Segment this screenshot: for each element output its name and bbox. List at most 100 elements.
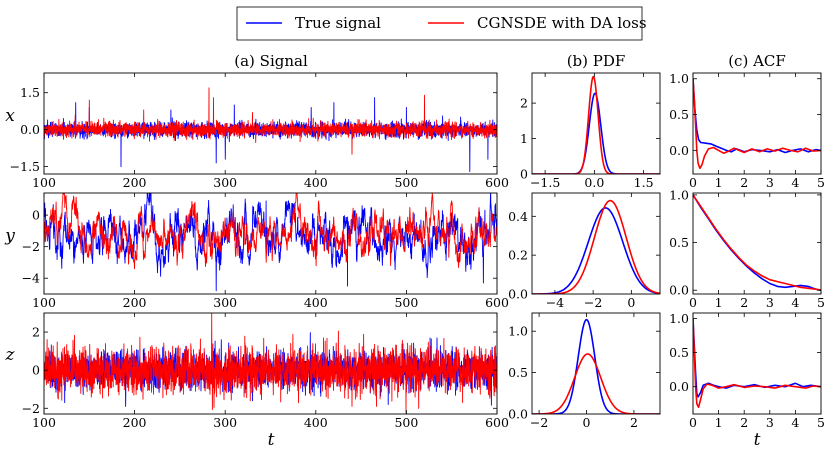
plot-area-acf-x [693,78,821,170]
xtick-label-acf-y: 0 [689,295,697,310]
xtick-label-signal-y: 600 [485,295,509,310]
xtick-label-acf-x: 1 [715,175,723,190]
ytick-label-acf-y: 0.0 [669,283,689,298]
xtick-label-pdf-y: 0 [627,295,635,310]
ytick-label-pdf-z: 0.0 [508,407,528,422]
ytick-label-pdf-y: 0.2 [508,248,528,263]
ytick-label-acf-z: 0.5 [669,345,689,360]
panel-signal-y: 100 200 300 400 500 600 −4 −2 0 [22,192,509,310]
axes-frame-signal-y [43,192,498,295]
plot-area-acf-y [693,194,821,291]
ytick-label-acf-x: 1.0 [669,71,689,86]
ytick-label-acf-x: 0.5 [669,107,689,122]
xtick-label-signal-y: 300 [213,295,237,310]
ytick-label-signal-z: 2 [32,325,40,340]
xtick-label-pdf-z: 2 [630,415,638,430]
xtick-label-pdf-z: 0 [583,415,591,430]
ytick-label-pdf-x: 0 [520,167,528,182]
xtick-label-signal-x: 100 [32,175,56,190]
column-title-acf: (c) ACF [728,52,786,70]
xtick-label-pdf-x: −1.5 [530,175,560,190]
xtick-label-acf-z: 4 [791,415,799,430]
xtick-label-signal-x: 300 [213,175,237,190]
series-line-acf-x-true-signal [693,78,821,154]
ytick-label-acf-y: 1.0 [669,187,689,202]
xtick-label-acf-y: 3 [766,295,774,310]
xtick-label-signal-z: 200 [123,415,147,430]
ytick-label-pdf-x: 2 [520,96,528,111]
ytick-label-signal-x: −1.5 [10,159,40,174]
axes-frame-acf-z [692,312,822,415]
xtick-label-signal-z: 400 [304,415,328,430]
xtick-label-signal-x: 400 [304,175,328,190]
xtick-label-acf-x: 4 [791,175,799,190]
plot-area-acf-z [693,318,821,408]
xtick-label-signal-y: 500 [394,295,418,310]
ytick-label-pdf-z: 1.0 [508,324,528,339]
xlabel-acf: t [754,430,761,450]
xtick-label-signal-z: 100 [32,415,56,430]
plot-area-signal-z [44,313,497,414]
ytick-label-pdf-y: 0.4 [508,209,528,224]
xtick-label-pdf-x: 0.0 [584,175,604,190]
plot-area-pdf-z [532,318,660,414]
xtick-label-acf-x: 0 [689,175,697,190]
ytick-label-signal-z: −2 [22,401,40,416]
xtick-label-acf-y: 1 [715,295,723,310]
panel-signal-z: 100 200 300 400 500 600 −2 0 2 [22,312,509,430]
xtick-label-acf-z: 5 [817,415,825,430]
row-label-y: y [4,226,15,246]
panel-acf-y: 0 1 2 3 4 5 0.0 0.5 1.0 [669,187,825,310]
row-label-z: z [5,345,16,365]
xtick-label-acf-x: 5 [817,175,825,190]
series-line-acf-z-cgnsde [693,318,821,408]
panel-pdf-z: −2 0 2 0.0 0.5 1.0 [508,312,661,430]
xtick-label-signal-z: 500 [394,415,418,430]
series-line-pdf-y-true-signal [532,207,660,294]
xtick-label-signal-z: 600 [485,415,509,430]
panel-signal-x: 100 200 300 400 500 600 −1.5 0.0 1.5 [10,72,509,190]
legend-label-true-signal: True signal [295,14,381,32]
series-line-pdf-x-cgnsde [532,75,660,174]
xtick-label-acf-y: 5 [817,295,825,310]
ytick-label-signal-z: 0 [32,363,40,378]
axes-frame-acf-x [692,72,822,175]
xtick-label-pdf-y: −2 [584,295,602,310]
xtick-label-signal-x: 200 [123,175,147,190]
series-line-signal-z-cgnsde [44,313,497,414]
xlabel-signal: t [268,430,275,450]
series-line-pdf-y-cgnsde [532,199,660,294]
xtick-label-signal-y: 200 [123,295,147,310]
xtick-label-signal-y: 100 [32,295,56,310]
series-line-pdf-x-true-signal [532,92,660,174]
xtick-label-pdf-y: −4 [546,295,564,310]
axes-frame-signal-x [43,72,498,175]
ytick-label-signal-y: 0 [32,208,40,223]
xtick-label-acf-z: 0 [689,415,697,430]
ytick-label-pdf-y: 0.0 [508,287,528,302]
axes-frame-pdf-x [531,72,661,175]
xtick-label-signal-z: 300 [213,415,237,430]
row-label-x: x [5,106,15,126]
ytick-label-pdf-z: 0.5 [508,365,528,380]
axes-frame-pdf-z [531,312,661,415]
xtick-label-signal-y: 400 [304,295,328,310]
plot-area-pdf-x [532,75,660,174]
plot-area-signal-y [44,193,497,292]
legend: True signal CGNSDE with DA loss [236,6,647,41]
series-line-pdf-z-cgnsde [532,353,660,414]
panel-acf-x: 0 1 2 3 4 5 0.0 0.5 1.0 [669,71,825,190]
legend-label-cgnsde: CGNSDE with DA loss [477,14,647,32]
plot-area-signal-x [44,87,497,172]
ytick-label-signal-y: −4 [22,271,40,286]
series-line-acf-z-true-signal [693,318,821,398]
xtick-label-acf-z: 3 [766,415,774,430]
plot-area-pdf-y [532,199,660,294]
axes-frame-acf-y [692,192,822,295]
panel-pdf-y: −4 −2 0 0.0 0.2 0.4 [508,192,661,310]
xtick-label-acf-x: 2 [740,175,748,190]
series-line-acf-x-cgnsde [693,78,821,170]
panel-acf-z: 0 1 2 3 4 5 0.0 0.5 1.0 [669,311,825,430]
